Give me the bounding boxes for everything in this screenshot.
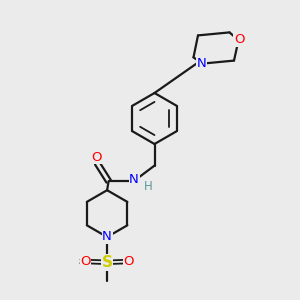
- Text: O: O: [80, 255, 91, 268]
- Text: H: H: [144, 180, 153, 193]
- Text: N: N: [102, 230, 112, 243]
- Text: O: O: [91, 151, 102, 164]
- Text: N: N: [129, 173, 139, 186]
- Text: O: O: [234, 33, 244, 46]
- Text: S: S: [102, 255, 112, 270]
- Text: N: N: [197, 57, 207, 70]
- Text: O: O: [124, 255, 134, 268]
